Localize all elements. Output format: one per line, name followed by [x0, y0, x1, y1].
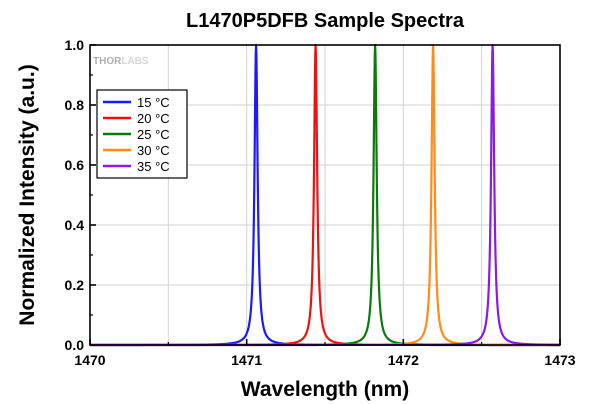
legend: 15 °C20 °C25 °C30 °C35 °C	[96, 89, 188, 179]
legend-entry: 20 °C	[137, 111, 170, 126]
y-axis-label: Normalized Intensity (a.u.)	[16, 64, 39, 325]
legend-entry: 25 °C	[137, 127, 170, 142]
legend-entry: 30 °C	[137, 143, 170, 158]
x-tick-label: 1472	[388, 352, 419, 368]
y-tick-label: 0.6	[65, 157, 85, 173]
x-tick-label: 1471	[231, 352, 262, 368]
chart-title: L1470P5DFB Sample Spectra	[186, 10, 465, 32]
legend-entry: 35 °C	[137, 159, 170, 174]
axis-ticks	[89, 44, 561, 346]
x-tick-label: 1470	[74, 352, 105, 368]
y-tick-label: 0.8	[65, 97, 85, 113]
x-tick-label: 1473	[544, 352, 575, 368]
y-tick-label: 0.2	[65, 277, 85, 293]
y-tick-label: 0.4	[65, 217, 85, 233]
y-tick-label: 1.0	[65, 37, 85, 53]
grid-lines	[90, 45, 560, 345]
legend-entry: 15 °C	[137, 95, 170, 110]
thorlabs-watermark: THORLABS	[93, 56, 149, 67]
svg-text:THORLABS: THORLABS	[93, 56, 149, 67]
y-tick-label: 0.0	[65, 337, 85, 353]
x-axis-label: Wavelength (nm)	[241, 378, 409, 401]
